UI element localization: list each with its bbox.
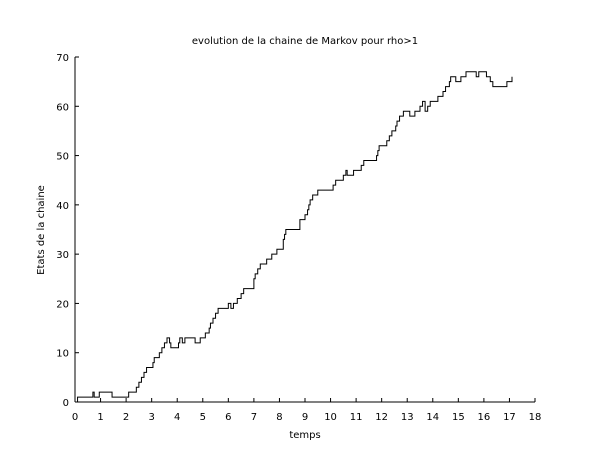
x-tick-label: 18: [529, 412, 542, 423]
data-line: [75, 71, 513, 403]
y-tick-label: 0: [63, 398, 69, 409]
x-tick-label: 5: [200, 412, 206, 423]
x-tick-label: 1: [97, 412, 103, 423]
x-axis-label: temps: [289, 430, 320, 441]
x-tick-label: 15: [452, 412, 465, 423]
x-tick-label: 12: [375, 412, 388, 423]
x-tick-label: 4: [174, 412, 180, 423]
x-tick-label: 16: [478, 412, 491, 423]
y-axis-label: Etats de la chaine: [36, 185, 47, 275]
y-tick-label: 50: [56, 152, 69, 163]
y-tick-label: 60: [56, 102, 69, 113]
x-tick-label: 9: [302, 412, 308, 423]
x-tick-label: 8: [276, 412, 282, 423]
x-tick-label: 6: [225, 412, 231, 423]
y-tick-label: 30: [56, 250, 69, 261]
y-tick-label: 10: [56, 349, 69, 360]
y-tick-label: 70: [56, 53, 69, 64]
x-tick-label: 11: [350, 412, 363, 423]
chart-title: evolution de la chaine de Markov pour rh…: [192, 36, 418, 47]
y-tick-label: 20: [56, 299, 69, 310]
x-tick-label: 3: [148, 412, 154, 423]
x-tick-label: 17: [503, 412, 516, 423]
x-tick-label: 14: [426, 412, 439, 423]
x-tick-label: 2: [123, 412, 129, 423]
x-tick-label: 7: [251, 412, 257, 423]
x-tick-label: 10: [324, 412, 337, 423]
x-tick-label: 0: [72, 412, 78, 423]
x-tick-label: 13: [401, 412, 414, 423]
y-tick-label: 40: [56, 201, 69, 212]
